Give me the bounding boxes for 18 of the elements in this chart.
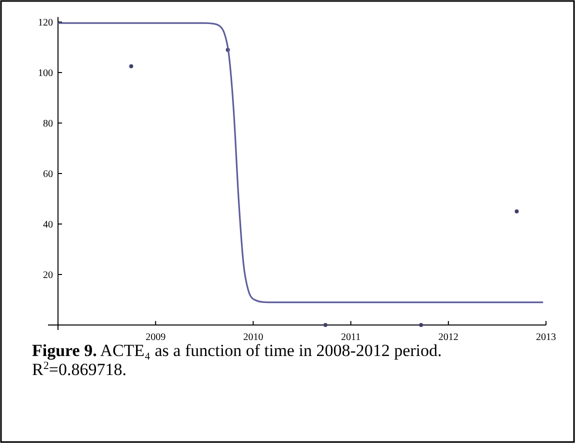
y-tick-label: 100 — [38, 68, 53, 80]
x-tick-label: 2013 — [536, 332, 556, 343]
y-tick-label: 80 — [43, 118, 53, 130]
line-series — [57, 22, 544, 304]
y-tick-label: 120 — [38, 18, 53, 29]
y-tick-label: 40 — [43, 220, 53, 231]
point — [419, 323, 424, 327]
point — [129, 64, 134, 68]
point — [514, 209, 519, 214]
x-tick-label: 2012 — [438, 332, 458, 343]
x-tick-label: 2010 — [243, 332, 264, 343]
y-tick-label: 60 — [43, 169, 53, 180]
point — [323, 323, 328, 327]
text: R$^{2}$=0.869718. — [32, 360, 126, 379]
x-tick-label: 2011 — [340, 332, 361, 343]
caption: Figure 9. ACTE₄ as a function of time in 2008-2012 period. — [32, 341, 442, 360]
y-tick-label: 20 — [43, 270, 53, 282]
x-tick-label: 2009 — [146, 332, 166, 343]
